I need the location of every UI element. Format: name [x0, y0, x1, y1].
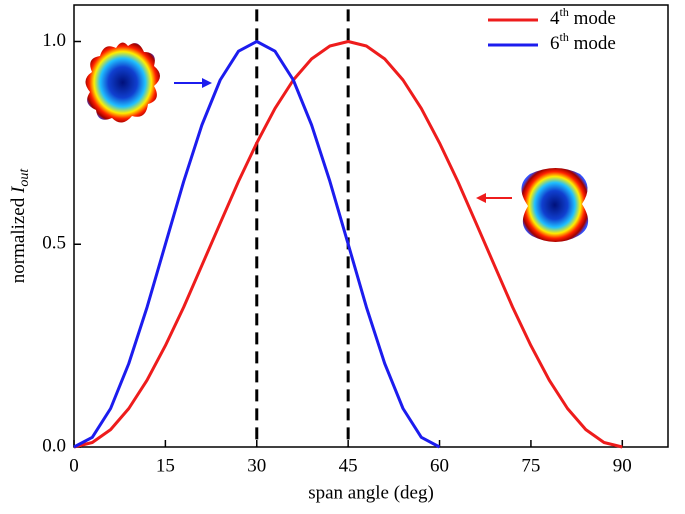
x-tick-label: 15 — [156, 455, 175, 476]
y-tick-label: 0.0 — [42, 435, 66, 456]
y-axis-label: normalized Iout — [8, 168, 32, 284]
y-tick-label: 1.0 — [42, 30, 66, 51]
series-line — [73, 40, 441, 449]
legend-label: 6th mode — [550, 30, 616, 55]
x-tick-label: 45 — [339, 455, 358, 476]
x-tick-label: 0 — [69, 455, 79, 476]
y-tick-label: 0.5 — [42, 233, 66, 254]
inset-6th-mode — [85, 42, 212, 123]
x-tick-label: 60 — [430, 455, 449, 476]
legend-label: 4th mode — [550, 5, 616, 30]
x-tick-label: 75 — [521, 455, 540, 476]
x-tick-label: 30 — [247, 455, 266, 476]
x-axis-label: span angle (deg) — [308, 482, 434, 503]
plot-frame — [73, 4, 669, 448]
series-line — [73, 40, 623, 449]
inset-4th-mode — [476, 168, 589, 242]
x-tick-label: 90 — [613, 455, 632, 476]
